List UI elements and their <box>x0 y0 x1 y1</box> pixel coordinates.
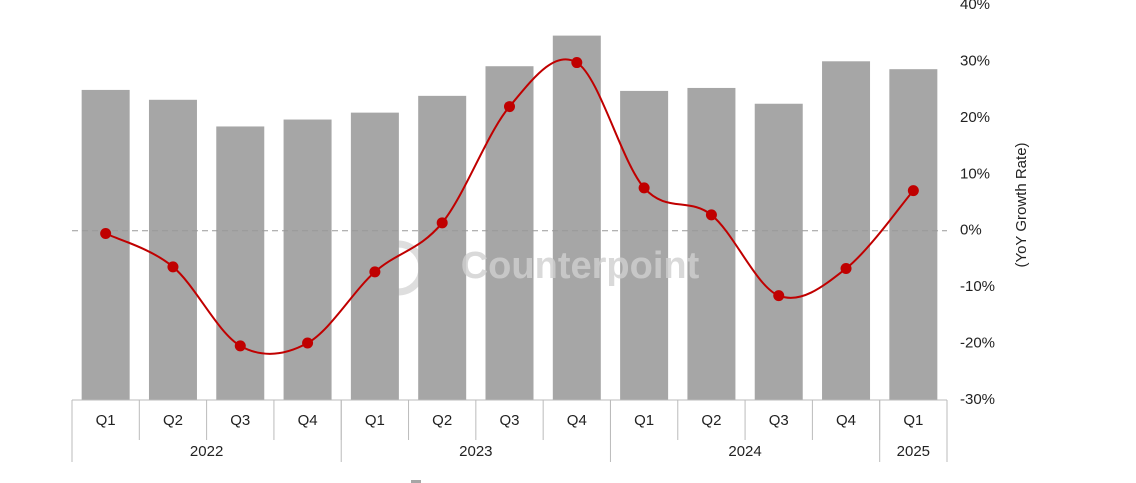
line-point <box>571 57 583 69</box>
bar <box>485 66 534 400</box>
x-tick-label: Q1 <box>634 412 654 429</box>
bar <box>552 35 601 401</box>
group-label: 2024 <box>728 443 761 460</box>
bar <box>216 126 265 401</box>
line-point <box>302 337 314 349</box>
x-tick-label: Q1 <box>365 412 385 429</box>
y2-tick-label: -20% <box>960 335 995 352</box>
line-point <box>638 182 650 194</box>
x-tick-label: Q3 <box>769 412 789 429</box>
y2-tick-label: 30% <box>960 52 990 69</box>
line-point <box>504 101 515 113</box>
bar <box>81 89 130 401</box>
line-point <box>705 209 717 221</box>
group-label: 2022 <box>190 443 223 460</box>
bar <box>418 95 467 400</box>
line-point <box>436 217 448 229</box>
x-tick-label: Q3 <box>230 412 250 429</box>
bar <box>754 103 803 400</box>
y2-tick-label: 40% <box>960 0 990 13</box>
y2-tick-label: 20% <box>960 109 990 126</box>
y2-tick-label: 10% <box>960 165 990 182</box>
x-tick-label: Q4 <box>836 412 856 429</box>
bar <box>283 119 332 401</box>
x-tick-label: Q3 <box>499 412 519 429</box>
y2-axis-label: (YoY Growth Rate) <box>1013 142 1030 267</box>
group-label: 2023 <box>459 443 492 460</box>
line-point <box>773 290 785 302</box>
x-tick-label: Q1 <box>903 412 923 429</box>
line-point <box>234 340 246 352</box>
x-tick-label: Q4 <box>567 412 587 429</box>
bar <box>687 87 736 400</box>
line-point <box>100 228 112 240</box>
bar <box>620 90 669 400</box>
watermark: Counterpoint <box>461 245 700 287</box>
x-tick-label: Q1 <box>96 412 116 429</box>
x-tick-label: Q2 <box>163 412 183 429</box>
legend-swatch <box>411 480 421 483</box>
y2-tick-label: 0% <box>960 222 982 239</box>
x-tick-label: Q2 <box>432 412 452 429</box>
group-label: 2025 <box>897 443 930 460</box>
line-point <box>907 185 919 197</box>
legend-label: Shipments <box>425 482 477 483</box>
bar <box>148 99 197 401</box>
x-tick-label: Q2 <box>701 412 721 429</box>
legend-label: YoY Growth Rate <box>540 482 624 483</box>
line-point <box>369 266 381 278</box>
bar <box>350 112 399 400</box>
y2-tick-label: -30% <box>960 391 995 408</box>
x-tick-label: Q4 <box>298 412 318 429</box>
line-point <box>167 261 179 273</box>
line-point <box>840 263 852 275</box>
y2-tick-label: -10% <box>960 278 995 295</box>
bar <box>889 69 938 400</box>
